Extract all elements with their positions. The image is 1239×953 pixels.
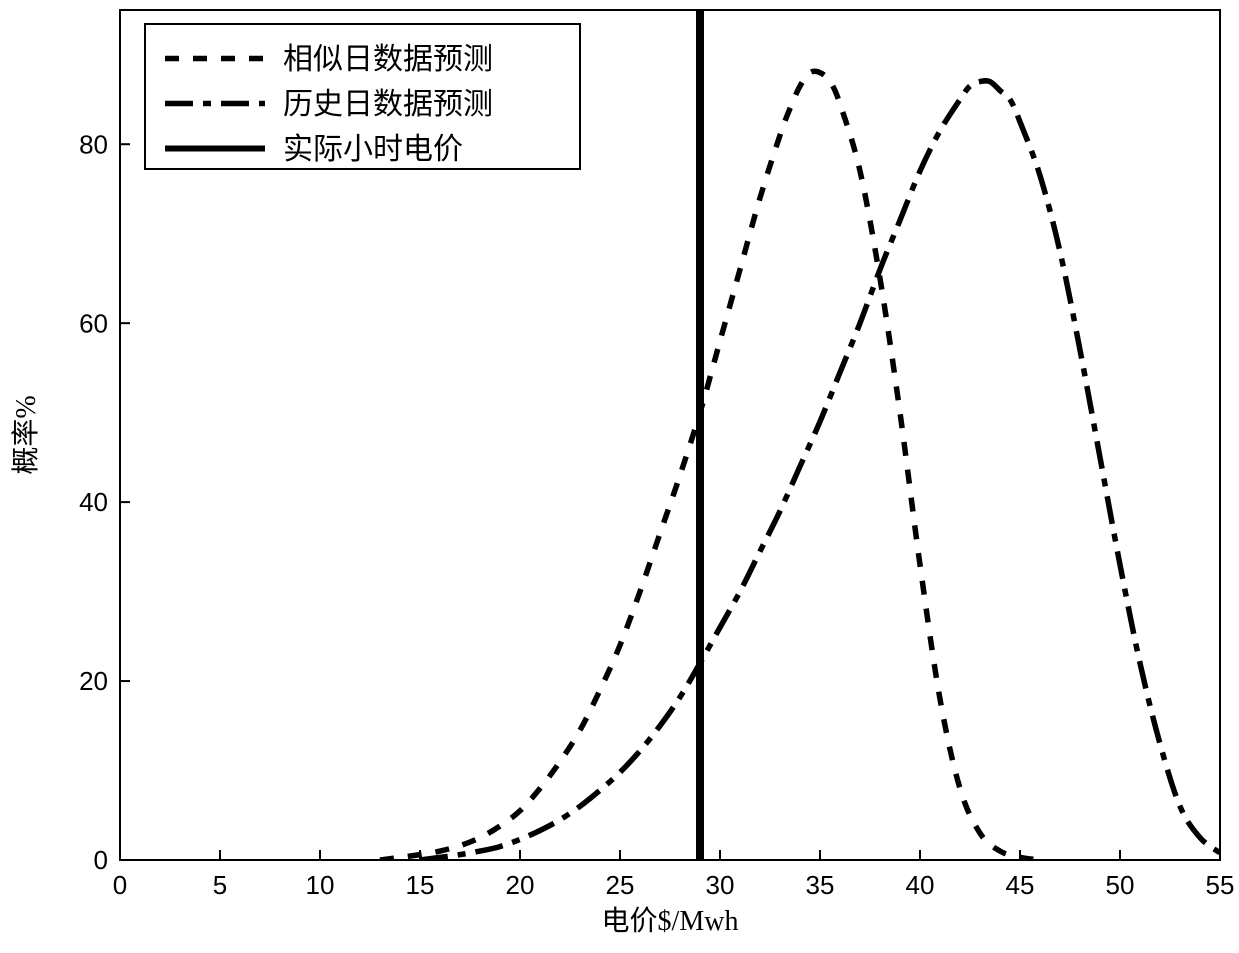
legend-historical-day-label: 历史日数据预测 [283, 88, 493, 121]
x-tick-label: 15 [406, 870, 435, 900]
historical-day-prediction [420, 81, 1220, 860]
x-tick-label: 25 [606, 870, 635, 900]
x-tick-label: 5 [213, 870, 227, 900]
x-tick-label: 55 [1206, 870, 1235, 900]
y-tick-label: 0 [94, 845, 108, 875]
y-axis-label: 概率% [10, 395, 42, 474]
y-tick-label: 40 [79, 487, 108, 517]
legend-actual-price-label: 实际小时电价 [283, 133, 463, 166]
legend-similar-day-label: 相似日数据预测 [283, 43, 493, 76]
x-tick-label: 45 [1006, 870, 1035, 900]
y-tick-label: 80 [79, 129, 108, 159]
x-tick-label: 50 [1106, 870, 1135, 900]
similar-day-prediction [380, 71, 1040, 860]
y-tick-label: 60 [79, 308, 108, 338]
legend: 相似日数据预测历史日数据预测实际小时电价 [145, 24, 580, 169]
x-tick-label: 40 [906, 870, 935, 900]
electricity-price-probability-chart: 0 5 10 15 20 25 30 35 40 45 50 55 0 20 40 60 80 电价$/Mwh 概率… [0, 0, 1239, 953]
x-tick-label: 35 [806, 870, 835, 900]
x-tick-label: 20 [506, 870, 535, 900]
x-tick-label: 10 [306, 870, 335, 900]
x-axis-label: 电价$/Mwh [602, 905, 739, 937]
x-tick-label: 0 [113, 870, 127, 900]
x-tick-label: 30 [706, 870, 735, 900]
y-tick-label: 20 [79, 666, 108, 696]
chart-container: 0 5 10 15 20 25 30 35 40 45 50 55 0 20 40 60 80 电价$/Mwh 概率… [0, 0, 1239, 953]
